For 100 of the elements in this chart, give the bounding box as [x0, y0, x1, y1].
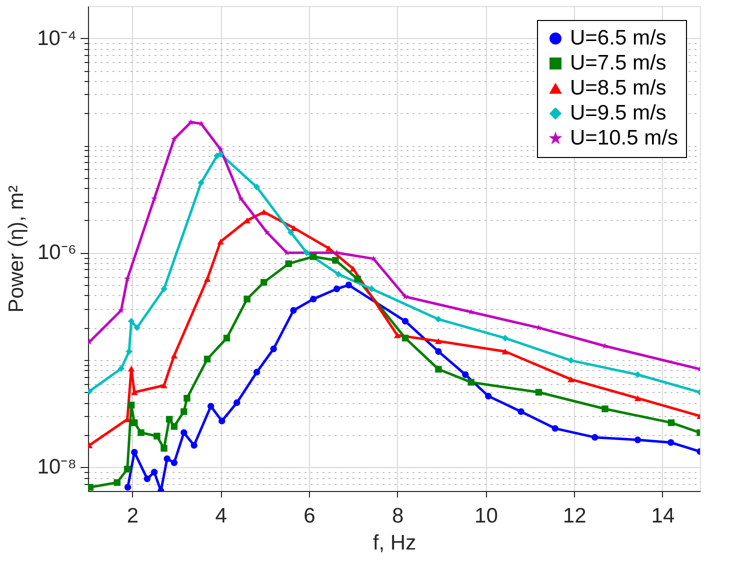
point [88, 484, 94, 491]
point [128, 366, 135, 372]
legend-label: U=10.5 m/s [570, 126, 678, 150]
point [150, 468, 158, 476]
point [335, 270, 342, 278]
y-tick-label: 10⁻⁴ [37, 26, 76, 50]
point [184, 394, 190, 402]
point [634, 371, 642, 378]
point [244, 296, 250, 302]
point [634, 436, 642, 444]
point [144, 475, 151, 482]
point [667, 439, 674, 446]
point [668, 419, 675, 426]
point [270, 346, 277, 352]
point [124, 466, 131, 472]
legend-label: U=7.5 m/s [570, 52, 666, 74]
point [634, 395, 642, 402]
x-tick-label: 8 [392, 504, 404, 528]
point [402, 293, 408, 300]
x-tick-label: 12 [562, 504, 586, 528]
point [180, 408, 188, 415]
legend-label: U=6.5 m/s [570, 26, 666, 50]
line-series [88, 118, 700, 372]
point [462, 371, 469, 378]
point [238, 195, 244, 202]
point [128, 402, 135, 408]
x-tick-label: 10 [474, 504, 498, 528]
point [126, 348, 132, 355]
point [160, 444, 168, 452]
point [180, 429, 188, 436]
point [154, 432, 160, 440]
point [204, 356, 211, 362]
point [190, 442, 198, 449]
point [118, 365, 124, 372]
x-tick-label: 6 [304, 504, 316, 528]
point [287, 228, 294, 236]
point [468, 378, 474, 386]
point [170, 459, 178, 466]
point [394, 332, 401, 338]
point [345, 282, 352, 288]
point [332, 256, 339, 264]
point [435, 338, 442, 344]
point [114, 479, 121, 486]
point [402, 318, 409, 325]
point [204, 276, 211, 282]
point [310, 296, 317, 302]
point [435, 348, 442, 355]
point [260, 209, 268, 215]
point [188, 118, 194, 125]
point [217, 238, 224, 245]
point [124, 484, 132, 491]
point [435, 366, 442, 373]
point [518, 408, 524, 415]
point [354, 276, 361, 282]
point [350, 266, 356, 272]
point [333, 286, 340, 292]
legend-label: U=8.5 m/s [570, 76, 666, 100]
point [568, 357, 574, 364]
y-tick-label: 10⁻⁶ [37, 241, 76, 264]
y-tick-label: 10⁻⁸ [37, 456, 76, 479]
point [218, 418, 226, 424]
point [260, 278, 268, 286]
point [170, 423, 178, 430]
point [591, 434, 598, 441]
point [368, 286, 376, 292]
point [502, 334, 508, 342]
point [484, 392, 492, 400]
point [198, 179, 204, 186]
point [131, 419, 138, 426]
point [253, 368, 260, 376]
point [264, 228, 270, 236]
point [568, 376, 574, 382]
point [217, 146, 224, 152]
point [217, 150, 224, 158]
line-series [88, 209, 700, 448]
point [602, 406, 608, 412]
x-tick-label: 2 [126, 504, 139, 528]
point [290, 225, 298, 231]
point [223, 334, 230, 342]
point [535, 388, 542, 396]
legend-label: U=9.5 m/s [570, 102, 666, 124]
point [160, 382, 168, 388]
y-axis-title: Power (η), m² [5, 185, 28, 313]
point [160, 286, 168, 292]
point [207, 402, 214, 410]
point [234, 399, 240, 406]
point [253, 184, 260, 190]
point [138, 429, 144, 436]
point [170, 136, 178, 142]
x-axis-title: f, Hz [372, 532, 416, 554]
point [170, 352, 178, 358]
point [402, 334, 409, 342]
x-tick-label: 14 [651, 504, 675, 528]
point [435, 316, 442, 323]
point [164, 455, 170, 462]
point [552, 425, 558, 432]
x-tick-label: 4 [215, 504, 228, 528]
point [310, 253, 317, 260]
point [285, 260, 292, 268]
point [502, 348, 508, 354]
